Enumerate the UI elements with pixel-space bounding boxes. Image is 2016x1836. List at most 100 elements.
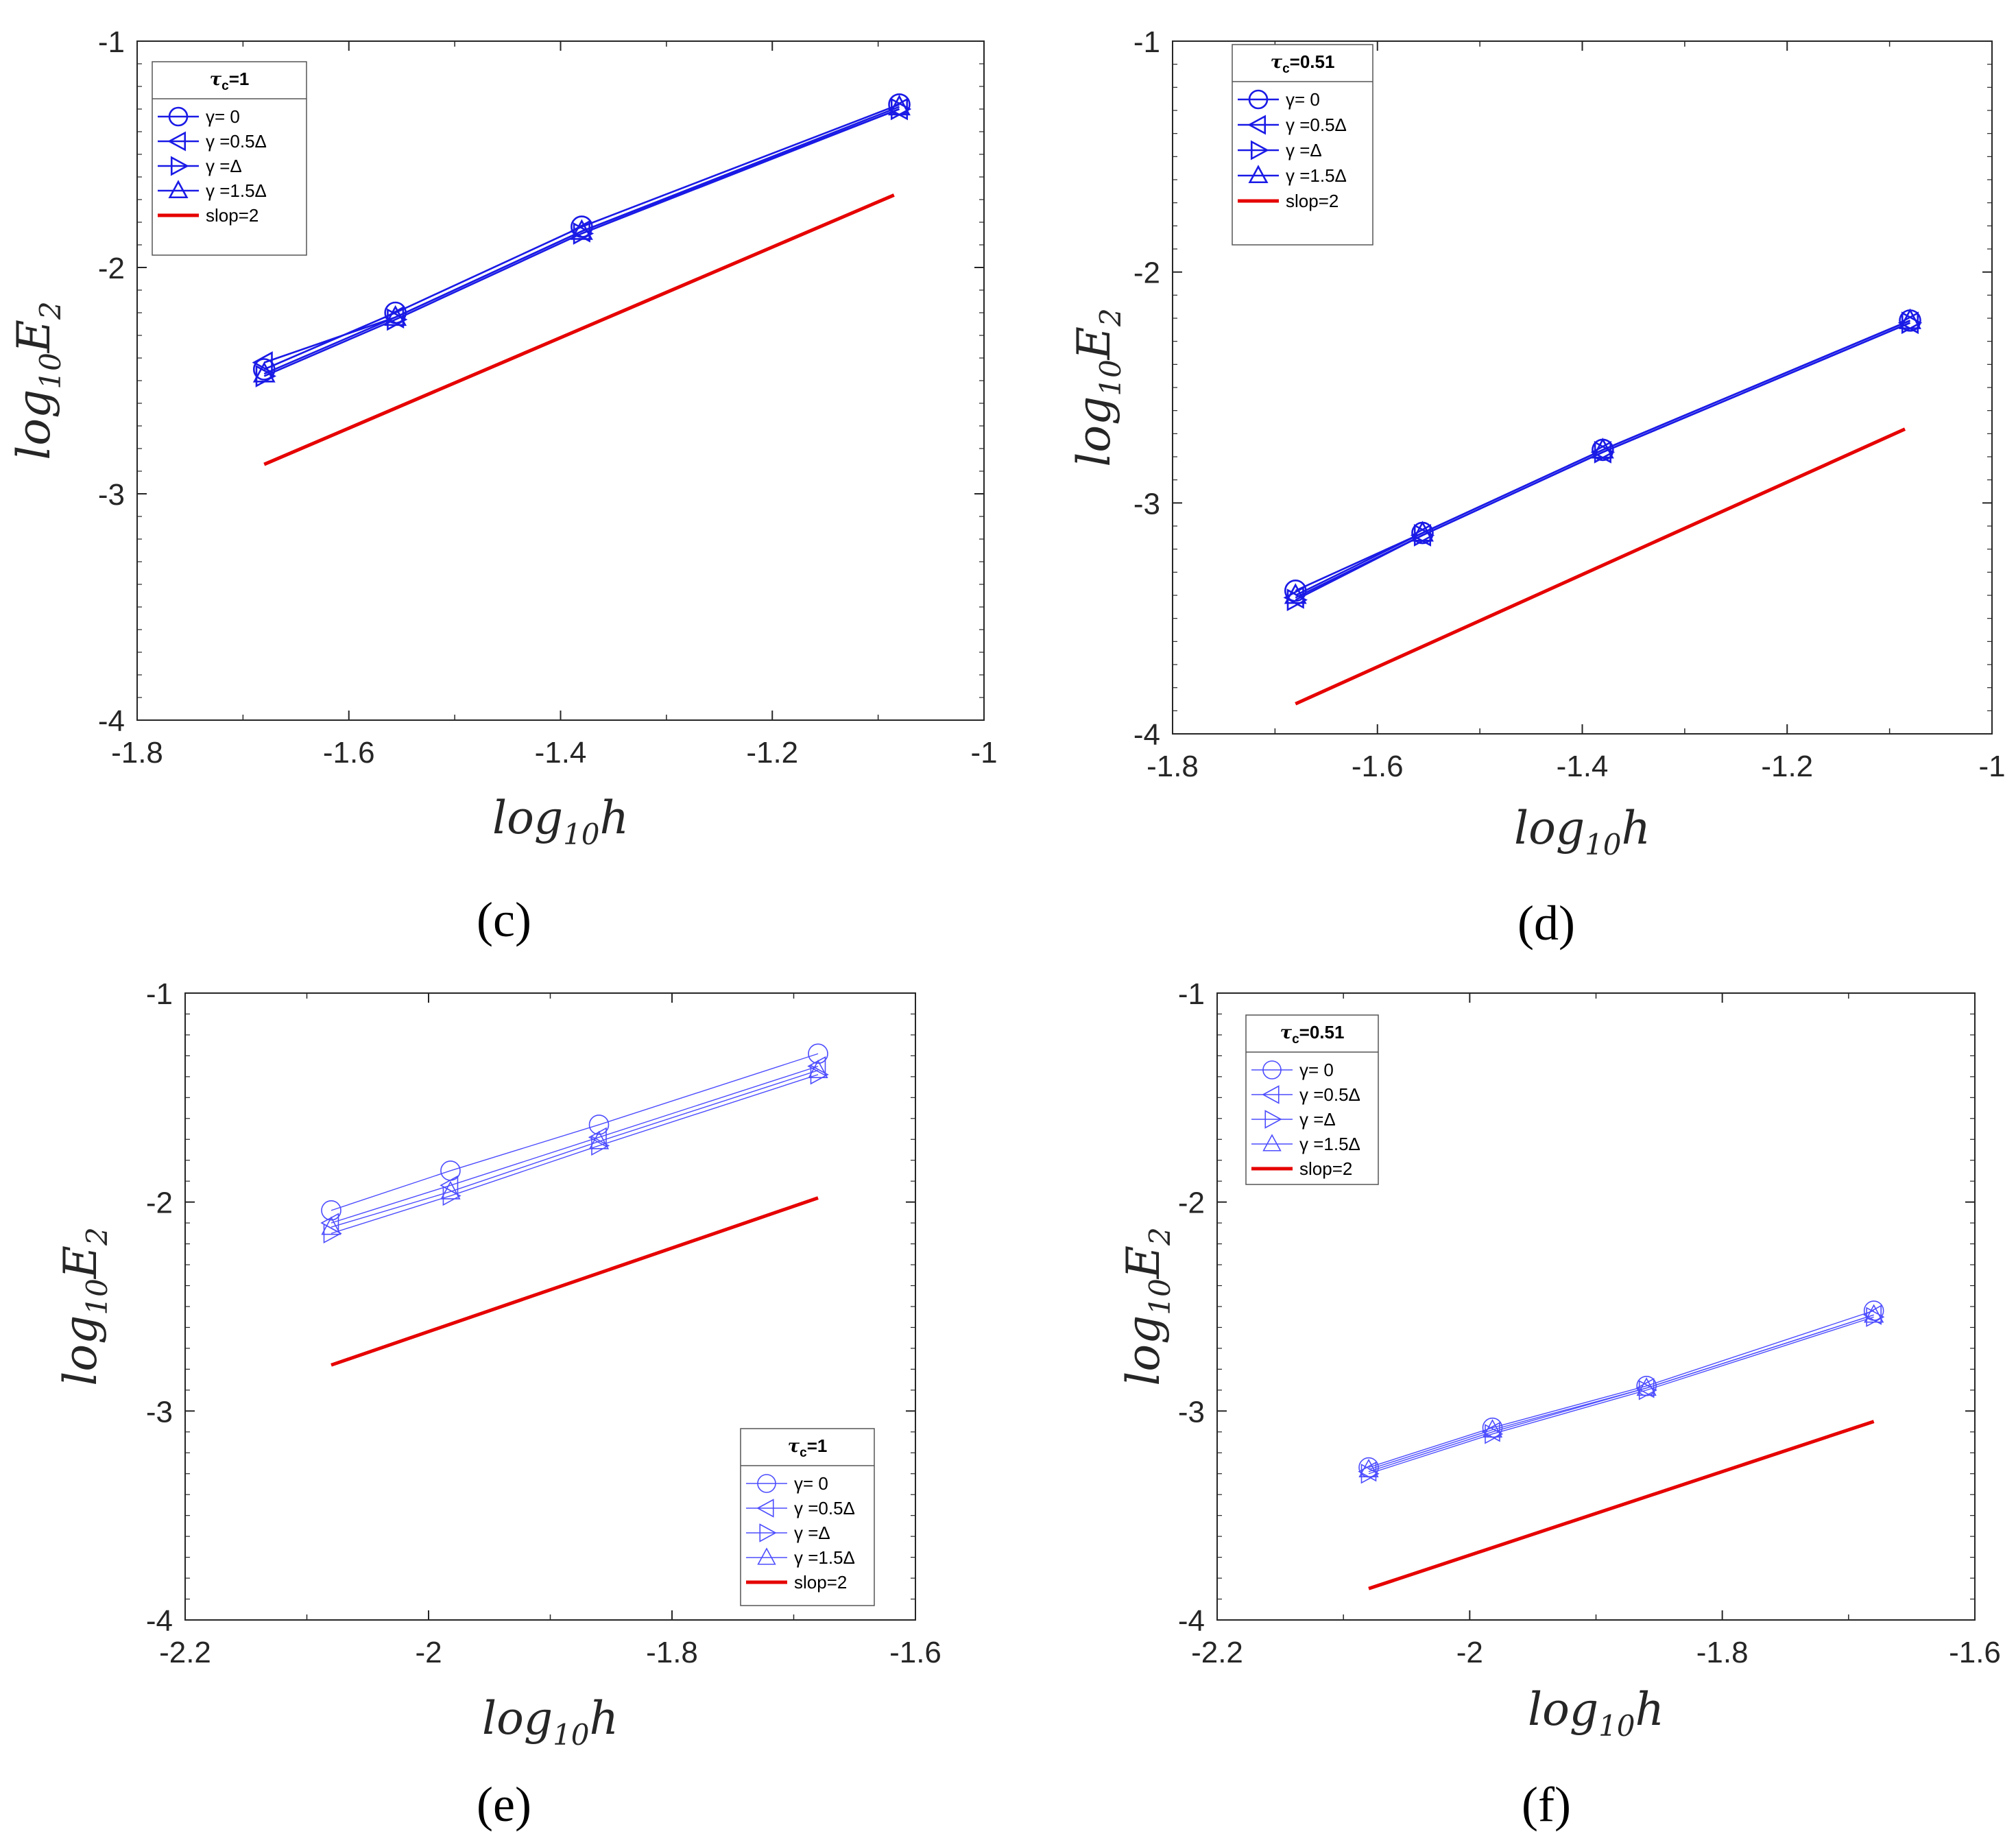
y-tick-label: -3 <box>1178 1395 1205 1429</box>
legend-swatch-marker <box>757 1547 776 1565</box>
legend-title-subscript: c <box>800 1446 807 1460</box>
legend-title-tau: τ <box>210 69 222 90</box>
chart-panel-c: -1.8 -1.6 -1.4 -1.2 -1-4-3-2-1log10hlog10E2(… <box>8 25 998 947</box>
x-axis-label-subscript: 10 <box>553 1718 589 1752</box>
legend-label: γ =1.5Δ <box>1299 1134 1360 1154</box>
data-point-triangle-up <box>1899 308 1921 329</box>
legend-swatch-marker <box>168 180 189 199</box>
legend-item: slop=2 <box>158 205 259 226</box>
reference-line-slope-2 <box>1295 427 1906 706</box>
x-axis-label: log10h <box>492 791 629 851</box>
x-tick-label: -2.2 <box>1191 1636 1243 1669</box>
legend-swatch-marker <box>170 156 189 176</box>
data-point-circle <box>588 1114 610 1135</box>
legend-swatch-marker <box>756 1499 774 1518</box>
panel-label: (c) <box>477 892 531 947</box>
chart-panel-f: -2.2 -2 -1.8 -1.6-4-3-2-1log10hlog10E2(f)τc… <box>1117 977 2001 1832</box>
x-axis-label-base: log <box>482 1692 553 1745</box>
data-point-triangle-right <box>323 1223 342 1244</box>
legend-item: γ= 0 <box>1251 1060 1334 1080</box>
x-axis-label: log10h <box>482 1692 619 1752</box>
x-axis-label-subscript: 10 <box>563 818 599 851</box>
legend-title-subscript: c <box>1292 1032 1299 1047</box>
legend-box <box>152 61 307 256</box>
x-tick-label: -1.6 <box>1949 1636 2001 1669</box>
legend-swatch-marker <box>1248 89 1269 110</box>
x-tick-label: -1.8 <box>111 736 163 770</box>
legend-label: γ= 0 <box>1299 1060 1334 1080</box>
legend: τc=1 γ= 0 γ =0.5Δ γ =Δ γ =1.5Δ slop=2 <box>152 61 307 256</box>
legend-label: slop=2 <box>794 1572 847 1593</box>
x-tick-label: -1.4 <box>535 736 587 770</box>
series-line <box>331 1065 819 1224</box>
legend-title-value: =0.51 <box>1299 1022 1345 1042</box>
y-axis-label-variable: E <box>1117 1245 1170 1279</box>
x-tick-label: -1.2 <box>746 736 798 770</box>
y-tick-label: -2 <box>1133 257 1160 290</box>
data-point-circle <box>321 1200 341 1221</box>
y-tick-label: -2 <box>1178 1187 1205 1220</box>
y-axis-label-subscript: 10 <box>34 353 67 389</box>
legend-item: γ =0.5Δ <box>158 131 267 152</box>
x-axis-label-subscript: 10 <box>1598 1709 1635 1743</box>
legend-label: γ =1.5Δ <box>794 1547 855 1568</box>
legend-label: γ =0.5Δ <box>1286 115 1347 135</box>
legend-label: γ =Δ <box>794 1523 830 1543</box>
series-line <box>1368 1316 1874 1475</box>
x-axis-label-base: log <box>1528 1683 1598 1736</box>
reference-line-slope-2 <box>331 1196 819 1367</box>
y-axis-label-variable: E <box>8 320 60 353</box>
legend-swatch-marker <box>167 131 187 152</box>
legend-item: γ =0.5Δ <box>1251 1084 1360 1105</box>
x-tick-label: -1.8 <box>1147 750 1199 783</box>
x-tick-label: -2 <box>1456 1636 1483 1669</box>
legend-swatch-marker <box>1262 1085 1280 1104</box>
legend-label: γ =0.5Δ <box>206 131 267 152</box>
legend-title-value: =1 <box>807 1435 828 1456</box>
y-axis-label: log10E2 <box>8 301 67 460</box>
data-point-triangle-left <box>1862 1304 1882 1325</box>
y-tick-label: -4 <box>146 1604 173 1638</box>
data-point-triangle-up <box>1482 1419 1503 1438</box>
data-point-triangle-up <box>570 219 593 240</box>
data-point-triangle-up <box>1411 521 1434 542</box>
legend-swatch-marker <box>1262 1134 1282 1152</box>
legend: τc=0.51 γ= 0 γ =0.5Δ γ =Δ γ =1.5Δ slop=2 <box>1232 44 1373 246</box>
series-line <box>263 104 900 370</box>
legend: τc=0.51 γ= 0 γ =0.5Δ γ =Δ γ =1.5Δ slop=2 <box>1245 1014 1379 1185</box>
legend-title-tau: τ <box>788 1436 800 1457</box>
legend-item: γ= 0 <box>746 1473 828 1494</box>
y-tick-label: -4 <box>1133 718 1160 752</box>
panel-label: (f) <box>1522 1777 1571 1832</box>
y-axis-label: log10E2 <box>1068 308 1127 466</box>
legend-item: slop=2 <box>1251 1158 1352 1179</box>
y-axis-label-variable-subscript: 2 <box>1143 1227 1177 1246</box>
series-1 <box>320 1056 826 1233</box>
legend: τc=1 γ= 0 γ =0.5Δ γ =Δ γ =1.5Δ slop=2 <box>740 1428 875 1606</box>
series-line <box>263 108 900 377</box>
y-tick-label: -1 <box>146 977 173 1011</box>
panel-label: (d) <box>1517 896 1575 951</box>
legend-title-value: =1 <box>229 69 250 89</box>
legend-title: τc=0.51 <box>1280 1022 1345 1047</box>
series-line <box>1295 320 1911 597</box>
data-point-triangle-up <box>384 305 407 326</box>
x-tick-label: -1.8 <box>1696 1636 1749 1669</box>
y-tick-label: -1 <box>98 25 125 59</box>
legend-item: γ= 0 <box>158 106 240 127</box>
legend-item: γ =1.5Δ <box>1238 165 1347 186</box>
legend-box <box>740 1428 875 1606</box>
y-axis-label-variable-subscript: 2 <box>34 301 67 320</box>
legend-label: γ =0.5Δ <box>794 1498 855 1518</box>
series-line <box>331 1070 819 1228</box>
legend-item: γ =0.5Δ <box>1238 115 1347 135</box>
legend-title: τc=0.51 <box>1271 51 1335 76</box>
x-tick-label: -1.4 <box>1557 750 1609 783</box>
y-tick-label: -3 <box>98 478 125 512</box>
legend-label: γ= 0 <box>1286 89 1320 110</box>
y-axis-label-subscript: 10 <box>80 1278 114 1315</box>
series-4 <box>263 193 895 466</box>
legend-title: τc=1 <box>788 1435 828 1460</box>
legend-label: γ =Δ <box>1286 140 1322 160</box>
